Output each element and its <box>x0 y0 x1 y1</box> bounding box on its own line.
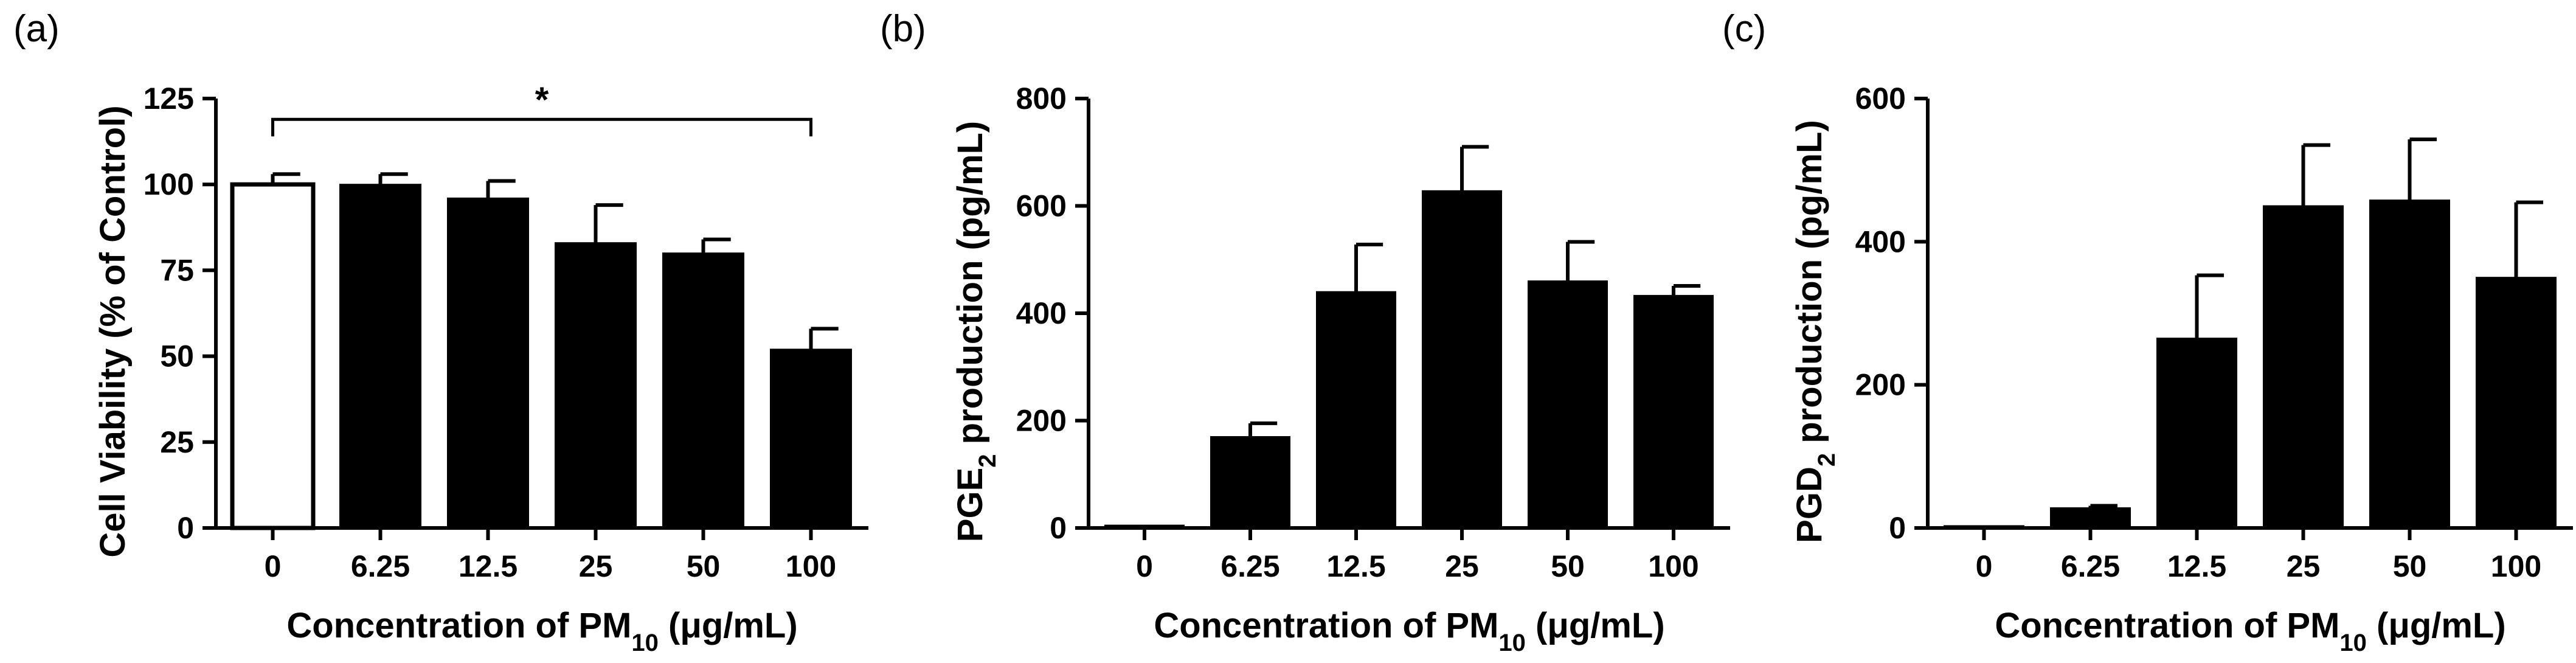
bar <box>2263 206 2343 529</box>
x-tick-label: 12.5 <box>2167 549 2226 583</box>
bar <box>1944 526 2024 528</box>
y-axis-title: PGE2 production (pg/mL) <box>950 121 1001 542</box>
y-tick-label: 0 <box>1889 511 1906 545</box>
y-tick-label: 800 <box>1016 82 1067 116</box>
x-tick-label: 0 <box>265 549 282 583</box>
x-tick-label: 25 <box>2287 549 2321 583</box>
x-tick-label: 25 <box>1445 549 1479 583</box>
chart-panel-1: (a) 0 25 50 75 100 125 0 6.25 12.5 25 50 100 * Concent… <box>13 8 868 656</box>
x-tick-label: 12.5 <box>1326 549 1385 583</box>
x-axis-title: Concentration of PM10 (μg/mL) <box>1995 606 2505 656</box>
y-tick-label: 400 <box>1855 224 1906 259</box>
x-tick-label: 100 <box>1648 549 1698 583</box>
y-axis-title-suffix: production (pg/mL) <box>950 121 990 454</box>
x-axis-title-prefix: Concentration of PM <box>1995 606 2339 645</box>
y-axis-title-suffix: production (pg/mL) <box>1790 120 1829 453</box>
y-axis-title: PGD2 production (pg/mL) <box>1790 120 1840 543</box>
x-tick-label: 50 <box>1551 549 1585 583</box>
bar <box>1211 437 1290 528</box>
y-tick-label: 0 <box>177 511 194 545</box>
x-tick-label: 100 <box>2491 549 2541 583</box>
x-axis-title-suffix: (μg/mL) <box>1526 606 1665 645</box>
bar <box>555 243 636 528</box>
y-tick-label: 200 <box>1016 404 1067 438</box>
x-tick-label: 6.25 <box>351 549 410 583</box>
bar <box>448 198 528 528</box>
x-tick-label: 100 <box>786 549 836 583</box>
bar <box>770 349 851 528</box>
x-tick-label: 0 <box>1976 549 1993 583</box>
bar <box>2476 277 2556 528</box>
y-tick-label: 25 <box>160 425 194 459</box>
bar <box>2157 338 2237 528</box>
y-tick-label: 0 <box>1050 511 1067 545</box>
bar <box>1422 191 1501 528</box>
x-axis-title: Concentration of PM10 (μg/mL) <box>1154 606 1664 656</box>
x-tick-label: 12.5 <box>459 549 518 583</box>
y-tick-label: 600 <box>1016 189 1067 223</box>
y-tick-label: 200 <box>1855 368 1906 402</box>
bar <box>1317 292 1396 528</box>
y-axis-title-prefix: PGD <box>1790 467 1829 543</box>
bar <box>340 184 421 528</box>
x-axis-title-suffix: (μg/mL) <box>659 606 798 645</box>
bar <box>663 253 744 528</box>
significance-bracket <box>273 119 811 136</box>
x-tick-label: 6.25 <box>2061 549 2120 583</box>
bar <box>1528 281 1607 528</box>
x-axis-title-subscript: 10 <box>2339 630 2367 656</box>
x-tick-label: 50 <box>687 549 721 583</box>
x-axis-title-subscript: 10 <box>631 630 659 656</box>
x-tick-label: 50 <box>2393 549 2427 583</box>
x-tick-label: 6.25 <box>1220 549 1279 583</box>
y-tick-label: 75 <box>160 253 194 287</box>
chart-panel-3: (c) 0 200 400 600 0 6.25 12.5 25 50 100 Concentrati… <box>1722 8 2573 656</box>
x-axis-title-prefix: Concentration of PM <box>1154 606 1498 645</box>
y-tick-label: 100 <box>144 167 194 201</box>
y-axis-title-subscript: 2 <box>1813 453 1840 467</box>
y-tick-label: 600 <box>1855 82 1906 116</box>
bar <box>232 184 313 528</box>
bar <box>1105 526 1184 528</box>
y-tick-label: 400 <box>1016 296 1067 330</box>
y-tick-label: 125 <box>144 82 194 116</box>
y-tick-label: 50 <box>160 339 194 373</box>
y-axis-title: Cell Viability (% of Control) <box>93 105 133 557</box>
x-axis-title: Concentration of PM10 (μg/mL) <box>286 606 797 656</box>
y-axis-title-subscript: 2 <box>974 454 1001 467</box>
x-tick-label: 0 <box>1136 549 1153 583</box>
panel-letter: (c) <box>1722 8 1766 50</box>
bar <box>2051 508 2130 528</box>
significance-star: * <box>535 80 549 120</box>
panel-letter: (b) <box>880 8 926 50</box>
x-tick-label: 25 <box>579 549 613 583</box>
panel-letter: (a) <box>13 8 60 50</box>
x-axis-title-suffix: (μg/mL) <box>2367 606 2506 645</box>
y-axis-title-prefix: PGE <box>950 468 990 543</box>
x-axis-title-prefix: Concentration of PM <box>286 606 631 645</box>
bar <box>1634 296 1713 528</box>
x-axis-title-subscript: 10 <box>1498 630 1526 656</box>
chart-panel-2: (b) 0 200 400 600 800 0 6.25 12.5 25 50 100 Concentr… <box>880 8 1730 656</box>
bar <box>2370 200 2450 528</box>
